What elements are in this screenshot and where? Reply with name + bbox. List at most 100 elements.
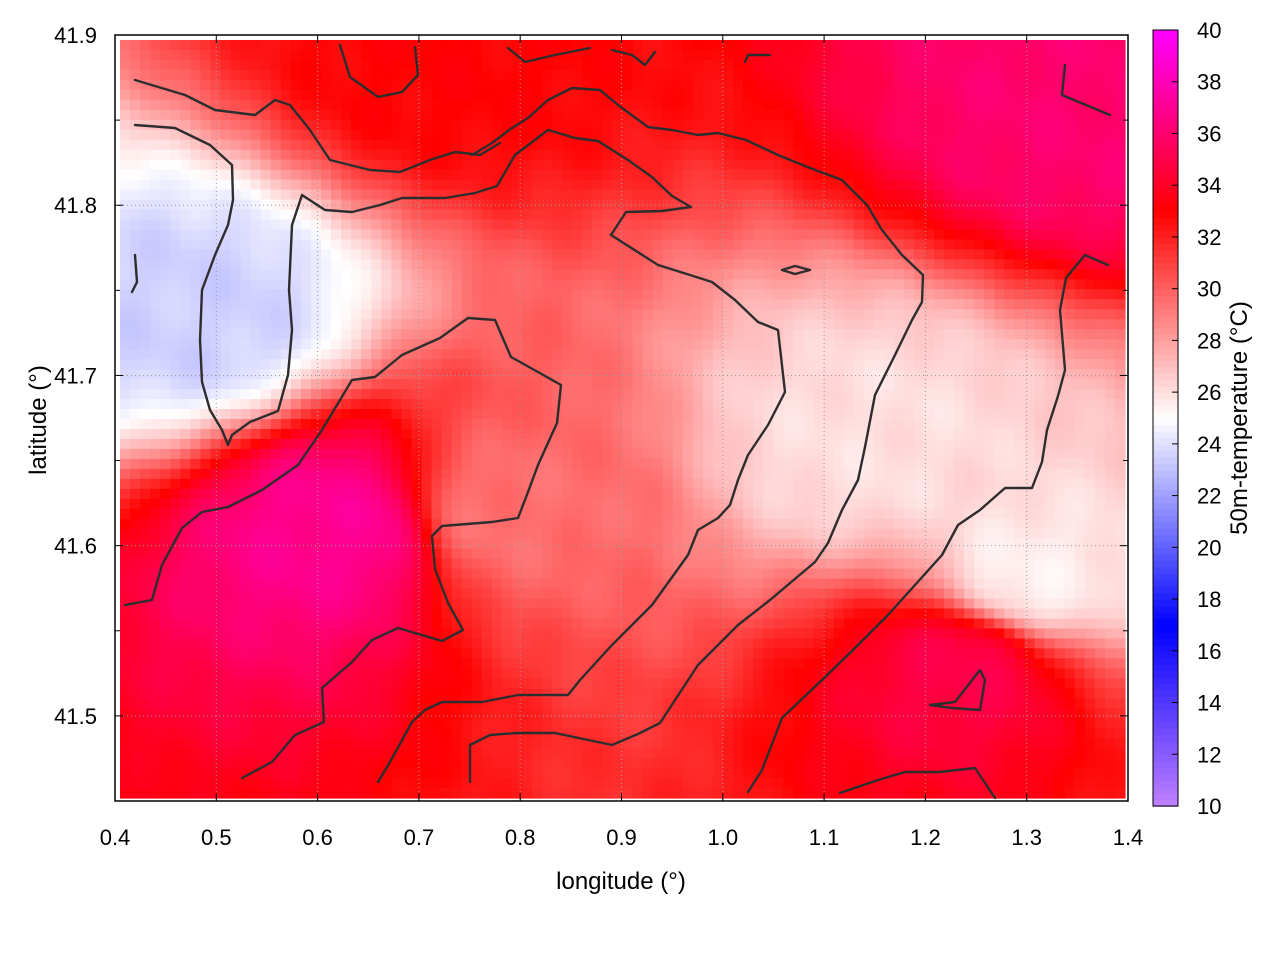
heatmap-cell (220, 59, 232, 71)
heatmap-cell (552, 269, 563, 280)
heatmap-cell (562, 49, 573, 61)
heatmap-cell (934, 478, 945, 490)
heatmap-cell (934, 279, 945, 290)
heatmap-cell (280, 49, 292, 61)
heatmap-cell (391, 518, 402, 530)
heatmap-cell (351, 488, 362, 500)
heatmap-cell (391, 458, 402, 470)
heatmap-cell (1074, 478, 1086, 490)
heatmap-cell (300, 129, 312, 141)
heatmap-cell (813, 359, 825, 370)
heatmap-cell (652, 69, 664, 81)
heatmap-cell (682, 329, 694, 340)
heatmap-cell (250, 259, 262, 270)
heatmap-cell (622, 219, 634, 231)
heatmap-cell (763, 508, 774, 520)
heatmap-cell (220, 468, 232, 480)
heatmap-cell (813, 498, 825, 510)
heatmap-cell (1114, 149, 1126, 161)
heatmap-cell (411, 139, 423, 151)
heatmap-cell (723, 399, 734, 410)
heatmap-cell (562, 419, 573, 430)
heatmap-cell (793, 269, 804, 280)
heatmap-cell (1064, 259, 1076, 270)
heatmap-cell (773, 159, 784, 171)
heatmap-cell (160, 289, 171, 300)
heatmap-cell (582, 379, 593, 390)
heatmap-cell (431, 89, 443, 101)
heatmap-cell (451, 49, 463, 61)
heatmap-cell (310, 508, 322, 520)
heatmap-cell (903, 209, 915, 221)
heatmap-cell (120, 49, 131, 61)
heatmap-cell (652, 458, 664, 470)
heatmap-cell (310, 349, 322, 360)
heatmap-cell (351, 279, 362, 290)
heatmap-cell (682, 299, 694, 310)
heatmap-cell (1114, 488, 1126, 500)
heatmap-cell (662, 478, 674, 490)
heatmap-cell (220, 428, 232, 440)
heatmap-cell (250, 518, 262, 530)
heatmap-cell (702, 488, 714, 500)
heatmap-cell (873, 119, 885, 131)
heatmap-cell (1014, 229, 1026, 241)
heatmap-cell (712, 289, 724, 300)
heatmap-cell (260, 478, 272, 490)
heatmap-cell (280, 199, 292, 211)
heatmap-cell (361, 448, 372, 460)
heatmap-cell (1014, 169, 1026, 181)
heatmap-cell (321, 409, 332, 420)
heatmap-cell (1114, 119, 1126, 131)
heatmap-cell (310, 49, 322, 61)
heatmap-cell (562, 478, 573, 490)
heatmap-cell (783, 329, 794, 340)
heatmap-cell (863, 309, 875, 320)
heatmap-cell (230, 528, 242, 540)
heatmap-cell (843, 209, 855, 221)
heatmap-cell (712, 259, 724, 270)
heatmap-cell (361, 399, 372, 410)
heatmap-cell (1074, 419, 1086, 430)
heatmap-cell (471, 59, 483, 71)
heatmap-cell (893, 139, 905, 151)
heatmap-cell (391, 199, 402, 211)
heatmap-cell (451, 359, 463, 370)
heatmap-cell (702, 159, 714, 171)
heatmap-cell (1104, 269, 1116, 280)
heatmap-cell (160, 179, 171, 191)
heatmap-cell (813, 468, 825, 480)
heatmap-cell (321, 259, 332, 270)
heatmap-cell (321, 139, 332, 151)
heatmap-cell (763, 299, 774, 310)
heatmap-cell (471, 409, 483, 420)
heatmap-cell (511, 299, 523, 310)
heatmap-cell (180, 179, 191, 191)
heatmap-cell (974, 518, 985, 530)
heatmap-cell (170, 169, 181, 181)
heatmap-cell (793, 468, 804, 480)
heatmap-cell (471, 199, 483, 211)
heatmap-cell (994, 119, 1005, 131)
heatmap-cell (723, 169, 734, 181)
heatmap-cell (351, 119, 362, 131)
heatmap-cell (1094, 428, 1106, 440)
heatmap-cell (441, 129, 453, 141)
heatmap-cell (662, 458, 674, 470)
heatmap-cell (501, 59, 513, 71)
heatmap-cell (733, 528, 744, 540)
heatmap-cell (1024, 309, 1036, 320)
heatmap-cell (341, 339, 352, 350)
heatmap-cell (934, 389, 945, 400)
heatmap-cell (260, 339, 272, 350)
heatmap-cell (903, 229, 915, 241)
heatmap-cell (421, 498, 433, 510)
heatmap-cell (1014, 448, 1026, 460)
heatmap-cell (481, 508, 493, 520)
heatmap-cell (893, 349, 905, 360)
heatmap-cell (843, 219, 855, 231)
heatmap-cell (783, 119, 794, 131)
heatmap-cell (481, 319, 493, 330)
heatmap-cell (733, 169, 744, 181)
heatmap-cell (883, 389, 895, 400)
